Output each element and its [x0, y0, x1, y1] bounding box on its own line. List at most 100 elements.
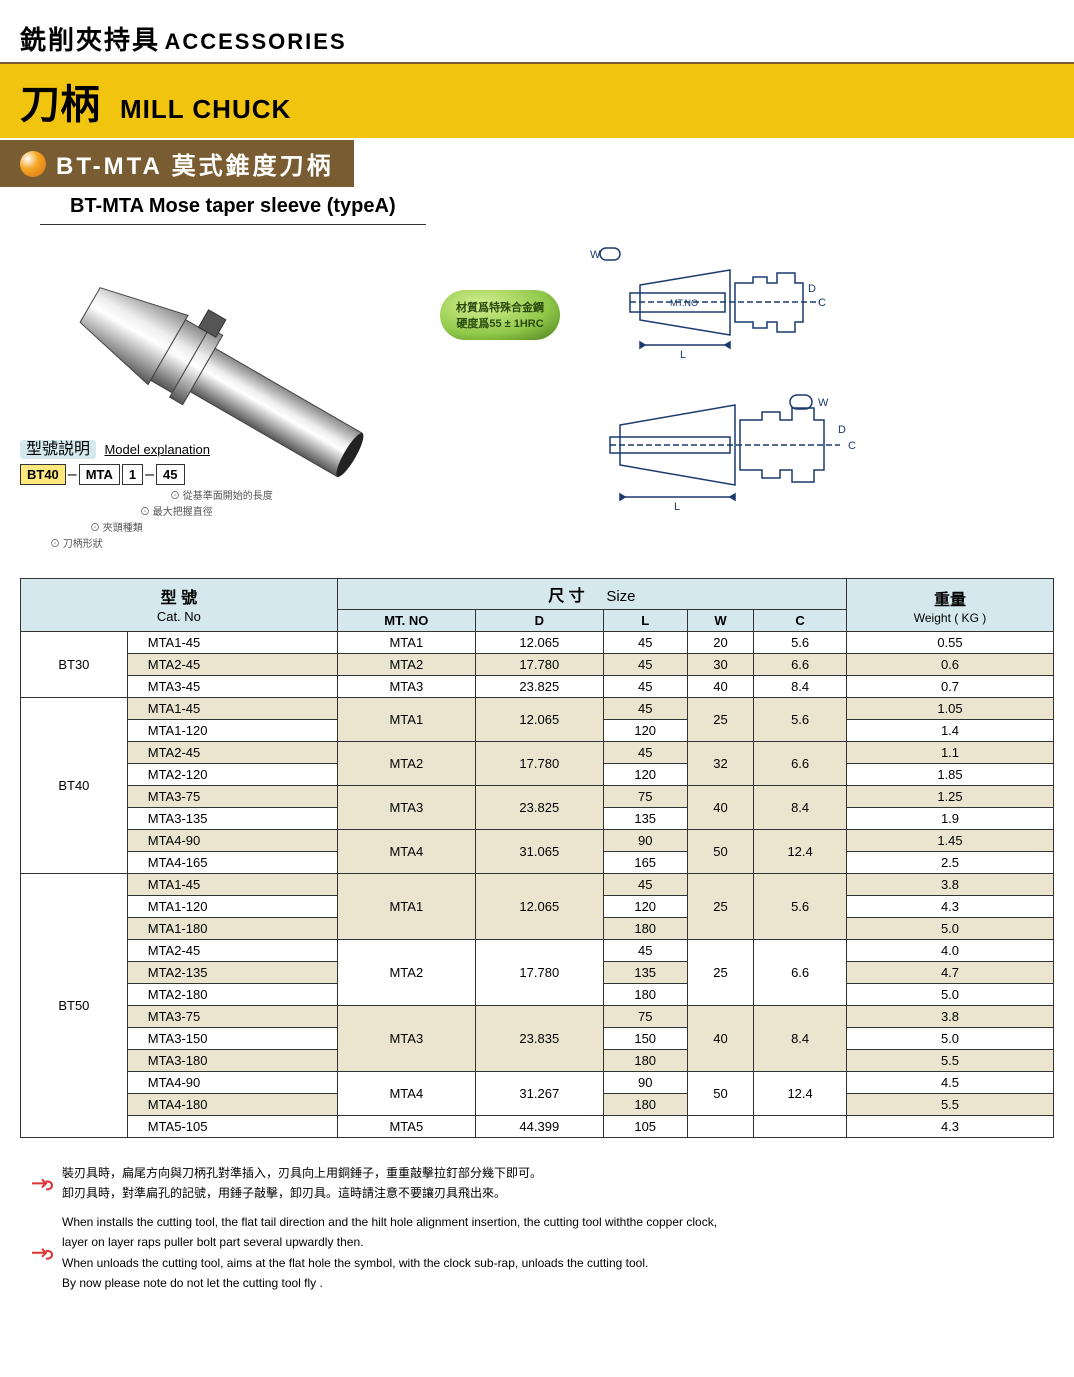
hdr-size-cn: 尺 寸 [548, 588, 584, 605]
table-row: MTA3-45MTA323.82545408.40.7 [21, 676, 1054, 698]
cell-mt: MTA1 [337, 632, 475, 654]
model-exp-en: Model explanation [104, 442, 210, 457]
cell-kg: 5.5 [847, 1050, 1054, 1072]
cell-cat: MTA4-180 [127, 1094, 337, 1116]
cell-d: 17.780 [475, 940, 603, 1006]
cell-d: 12.065 [475, 874, 603, 940]
cell-c: 8.4 [754, 786, 847, 830]
table-row: MTA5-105MTA544.3991054.3 [21, 1116, 1054, 1138]
table-row: BT30MTA1-45MTA112.06545205.60.55 [21, 632, 1054, 654]
cell-kg: 1.05 [847, 698, 1054, 720]
cell-kg: 4.5 [847, 1072, 1054, 1094]
cell-cat: MTA3-135 [127, 808, 337, 830]
cell-w: 40 [687, 786, 754, 830]
title-en: MILL CHUCK [120, 94, 291, 125]
table-row: MTA2-45MTA217.78045326.61.1 [21, 742, 1054, 764]
cell-d: 12.065 [475, 632, 603, 654]
cell-kg: 4.7 [847, 962, 1054, 984]
cell-l: 120 [603, 896, 687, 918]
cell-w: 32 [687, 742, 754, 786]
cell-cat: MTA4-90 [127, 830, 337, 852]
svg-text:D: D [808, 283, 816, 295]
cell-mt: MTA3 [337, 786, 475, 830]
cell-l: 180 [603, 918, 687, 940]
cell-w: 25 [687, 940, 754, 1006]
cell-c: 5.6 [754, 632, 847, 654]
col-c: C [754, 610, 847, 632]
cell-mt: MTA1 [337, 874, 475, 940]
cell-cat: MTA1-45 [127, 632, 337, 654]
cell-c: 8.4 [754, 676, 847, 698]
group-name: BT30 [21, 632, 128, 698]
note-en2: layer on layer raps puller bolt part sev… [62, 1232, 1044, 1252]
cell-c: 5.6 [754, 874, 847, 940]
cell-kg: 0.6 [847, 654, 1054, 676]
cell-d: 23.825 [475, 786, 603, 830]
cell-c: 6.6 [754, 654, 847, 676]
table-row: BT50MTA1-45MTA112.06545255.63.8 [21, 874, 1054, 896]
cell-kg: 0.7 [847, 676, 1054, 698]
table-row: MTA3-75MTA323.82575408.41.25 [21, 786, 1054, 808]
notes: 裝刃具時，扁尾方向與刀柄孔對準插入，刃具向上用銅錘子，重重敲擊拉釘部分幾下即可。… [0, 1148, 1074, 1310]
category-en: ACCESSORIES [164, 29, 346, 54]
cell-l: 150 [603, 1028, 687, 1050]
cell-kg: 5.0 [847, 984, 1054, 1006]
cell-cat: MTA3-150 [127, 1028, 337, 1050]
table-row: MTA2-45MTA217.78045256.64.0 [21, 940, 1054, 962]
cell-l: 180 [603, 1050, 687, 1072]
cell-cat: MTA1-120 [127, 896, 337, 918]
cell-kg: 1.85 [847, 764, 1054, 786]
col-w: W [687, 610, 754, 632]
diagram-2: W D C L [590, 385, 950, 515]
cell-w: 30 [687, 654, 754, 676]
cell-d: 23.835 [475, 1006, 603, 1072]
cell-l: 135 [603, 808, 687, 830]
cell-l: 45 [603, 940, 687, 962]
svg-text:D: D [838, 424, 846, 436]
hand-icon [30, 1212, 54, 1294]
cell-mt: MTA3 [337, 676, 475, 698]
cell-cat: MTA2-180 [127, 984, 337, 1006]
table-row: BT40MTA1-45MTA112.06545255.61.05 [21, 698, 1054, 720]
svg-text:W: W [818, 397, 829, 409]
cell-kg: 2.5 [847, 852, 1054, 874]
cell-d: 31.065 [475, 830, 603, 874]
cell-c: 5.6 [754, 698, 847, 742]
model-box-2: MTA [79, 464, 120, 485]
cell-c: 6.6 [754, 940, 847, 1006]
group-name: BT40 [21, 698, 128, 874]
cell-w: 20 [687, 632, 754, 654]
cell-d: 44.399 [475, 1116, 603, 1138]
cell-c: 12.4 [754, 1072, 847, 1116]
hand-icon [30, 1163, 54, 1204]
cell-kg: 3.8 [847, 874, 1054, 896]
cell-kg: 1.9 [847, 808, 1054, 830]
note-en1: When installs the cutting tool, the flat… [62, 1212, 1044, 1232]
cell-w [687, 1116, 754, 1138]
cell-l: 90 [603, 830, 687, 852]
cell-w: 25 [687, 698, 754, 742]
cell-l: 45 [603, 654, 687, 676]
cell-l: 45 [603, 632, 687, 654]
diagram-1: W MT.NO D C L [590, 240, 950, 370]
note-cn1: 裝刃具時，扁尾方向與刀柄孔對準插入，刃具向上用銅錘子，重重敲擊拉釘部分幾下即可。 [62, 1163, 1044, 1183]
cell-cat: MTA1-180 [127, 918, 337, 940]
cell-cat: MTA1-45 [127, 698, 337, 720]
table-row: MTA3-75MTA323.83575408.43.8 [21, 1006, 1054, 1028]
cell-w: 50 [687, 1072, 754, 1116]
col-mtno: MT. NO [337, 610, 475, 632]
cell-cat: MTA2-135 [127, 962, 337, 984]
cell-kg: 4.3 [847, 896, 1054, 918]
cell-kg: 4.3 [847, 1116, 1054, 1138]
model-exp-cn: 型號説明 [20, 440, 96, 459]
cell-kg: 1.45 [847, 830, 1054, 852]
cell-kg: 3.8 [847, 1006, 1054, 1028]
table-row: MTA4-90MTA431.065905012.41.45 [21, 830, 1054, 852]
cell-l: 45 [603, 874, 687, 896]
title-cn: 刀柄 [20, 72, 100, 130]
spec-table: 型 號 Cat. No 尺 寸 Size 重量 Weight ( KG ) MT… [20, 578, 1054, 1138]
cell-d: 31.267 [475, 1072, 603, 1116]
cell-kg: 1.25 [847, 786, 1054, 808]
badge-line2: 硬度爲55 ± 1HRC [456, 315, 543, 331]
material-badge: 材質爲特殊合金鋼 硬度爲55 ± 1HRC [440, 290, 560, 340]
